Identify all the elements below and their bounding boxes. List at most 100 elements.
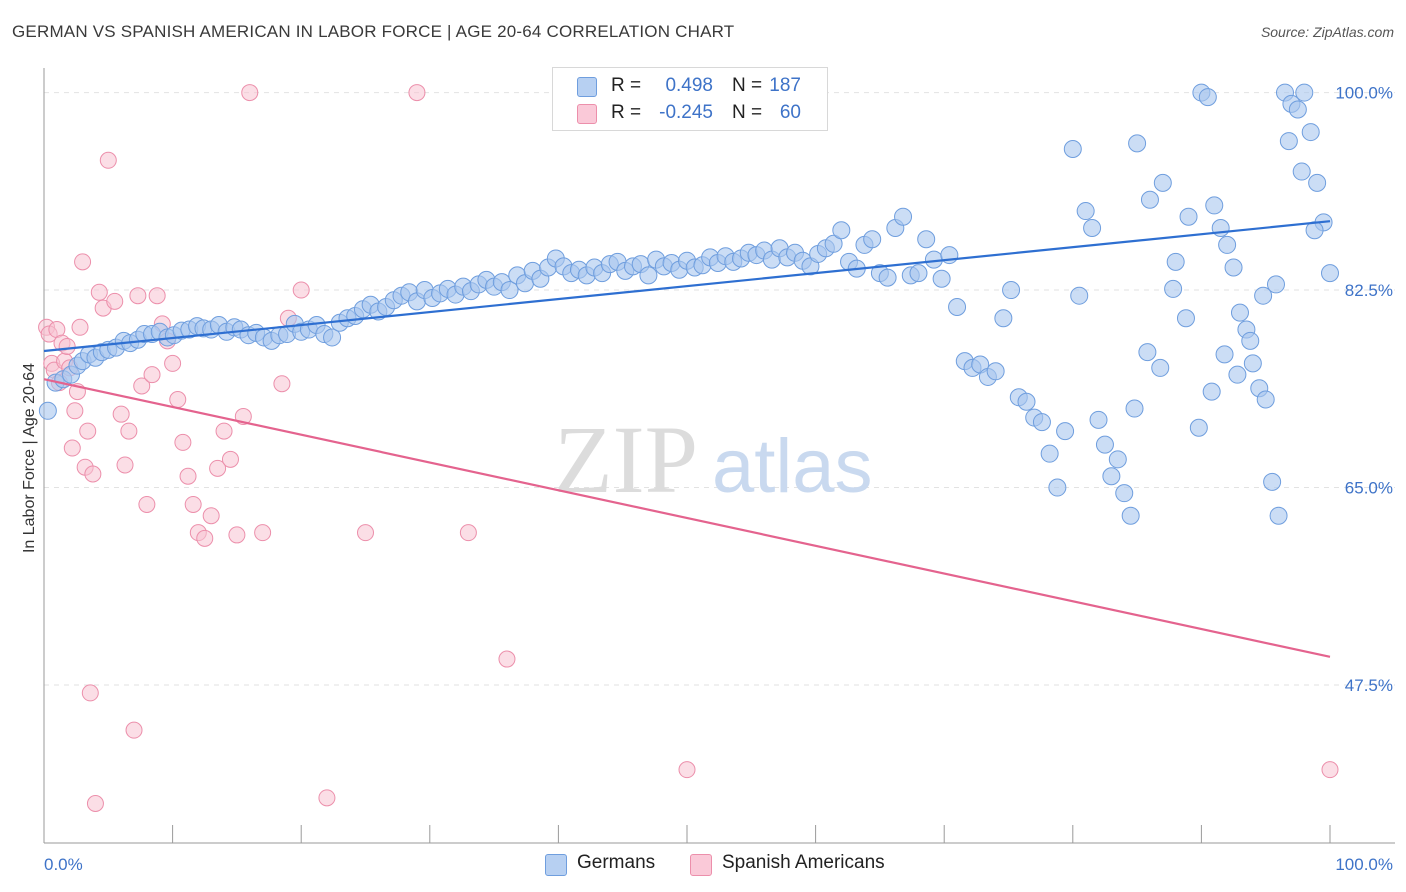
spanish-point <box>81 684 99 702</box>
german-point <box>1089 410 1108 429</box>
german-point <box>1205 196 1224 215</box>
german-point <box>1164 279 1183 298</box>
bottom-legend-label-spanish: Spanish Americans <box>722 852 885 873</box>
spanish-point <box>678 761 696 779</box>
y-tick-label: 82.5% <box>1345 281 1393 300</box>
spanish-point <box>164 354 182 372</box>
german-point <box>1032 413 1051 432</box>
spanish-point <box>459 524 477 542</box>
spanish-point <box>169 391 187 409</box>
spanish-point <box>221 450 239 468</box>
german-point <box>1295 83 1314 102</box>
spanish-point <box>196 529 214 547</box>
x-tick-label-min: 0.0% <box>44 855 83 874</box>
german-point <box>1176 309 1195 328</box>
german-point <box>986 362 1005 381</box>
german-point <box>1241 331 1260 350</box>
legend-r-label: R = <box>611 102 642 123</box>
spanish-point <box>215 422 233 440</box>
spanish-point <box>357 524 374 542</box>
x-tick-label-max: 100.0% <box>1335 855 1393 874</box>
watermark-atlas: atlas <box>712 424 873 509</box>
german-point <box>1301 123 1320 142</box>
spanish-point <box>1321 761 1339 779</box>
legend-swatch-spanish <box>577 104 597 124</box>
spanish-point <box>84 465 102 483</box>
german-point <box>909 264 928 283</box>
spanish-point <box>408 84 426 102</box>
german-point <box>1224 258 1243 277</box>
spanish-point <box>254 524 272 542</box>
german-point <box>1002 281 1021 300</box>
legend-n-value: 60 <box>779 102 801 123</box>
legend-n-label: N = <box>732 102 763 123</box>
german-point <box>863 230 882 249</box>
german-point <box>1017 392 1036 411</box>
german-points <box>38 83 1339 525</box>
spanish-point <box>90 283 108 301</box>
german-point <box>1230 303 1249 322</box>
legend-row-spanish: R = -0.245 N = 60 <box>553 101 827 127</box>
german-point <box>917 230 936 249</box>
legend-n-value: 187 <box>769 75 801 96</box>
german-point <box>878 268 897 287</box>
spanish-point <box>106 292 124 310</box>
spanish-point <box>74 253 92 271</box>
german-point <box>1218 235 1237 254</box>
german-point <box>1102 467 1121 486</box>
german-point <box>932 269 951 288</box>
legend-r-label: R = <box>611 75 642 96</box>
y-tick-label: 100.0% <box>1335 84 1393 103</box>
spanish-point <box>71 318 89 336</box>
spanish-point <box>148 287 166 305</box>
trend-lines <box>43 220 1331 658</box>
spanish-point <box>498 650 516 668</box>
german-point <box>1115 484 1134 503</box>
german-point <box>1189 418 1208 437</box>
spanish-point <box>184 495 202 513</box>
german-point <box>1121 506 1140 525</box>
german-point <box>1198 88 1217 107</box>
spanish-point <box>63 439 81 457</box>
german-point <box>1151 358 1170 377</box>
german-point <box>894 207 913 226</box>
german-point <box>1138 343 1157 362</box>
y-tick-labels: 47.5% 65.0% 82.5% 100.0% <box>1335 84 1393 695</box>
german-point <box>1266 275 1285 294</box>
bottom-legend-label-germans: Germans <box>577 852 656 873</box>
axes <box>43 68 1395 844</box>
spanish-point <box>209 459 227 477</box>
spanish-trend-line <box>43 378 1331 658</box>
german-point <box>1083 218 1102 237</box>
spanish-point <box>120 422 138 440</box>
chart-title: GERMAN VS SPANISH AMERICAN IN LABOR FORC… <box>12 22 735 41</box>
source-label: Source: ZipAtlas.com <box>1260 24 1394 40</box>
german-point <box>1166 252 1185 271</box>
german-point <box>38 401 57 420</box>
german-point <box>1063 139 1082 158</box>
correlation-legend: R = 0.498 N = 187 R = -0.245 N = 60 <box>552 67 828 131</box>
watermark-zip: ZIP <box>554 406 698 513</box>
german-point <box>1179 207 1198 226</box>
legend-n-label: N = <box>732 75 763 96</box>
german-point <box>1279 132 1298 151</box>
german-point <box>500 281 519 300</box>
german-point <box>1308 173 1327 192</box>
spanish-point <box>129 287 147 305</box>
y-axis-label: In Labor Force | Age 20-64 <box>21 363 38 553</box>
german-point <box>1269 506 1288 525</box>
german-point <box>1070 286 1089 305</box>
german-point <box>639 266 658 285</box>
spanish-point <box>202 507 220 525</box>
y-tick-label: 47.5% <box>1345 676 1393 695</box>
german-point <box>1076 202 1095 221</box>
bottom-legend-swatch-germans <box>545 854 567 876</box>
spanish-point <box>116 456 134 474</box>
spanish-point <box>86 795 104 813</box>
spanish-point <box>125 721 143 739</box>
german-point <box>948 297 967 316</box>
german-point <box>1254 286 1273 305</box>
spanish-point <box>292 281 310 299</box>
x-tick-labels: 0.0% 100.0% <box>44 855 1393 874</box>
